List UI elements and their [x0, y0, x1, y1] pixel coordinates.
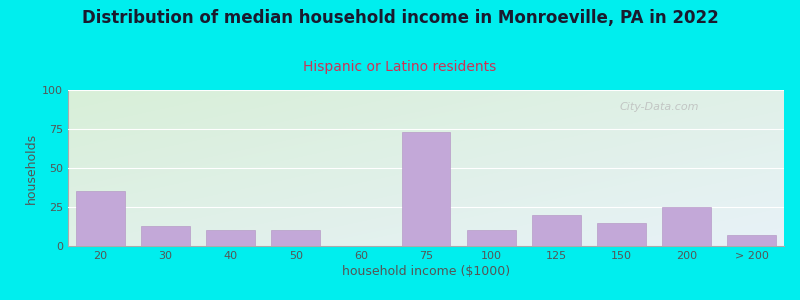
- Bar: [532, 215, 581, 246]
- Bar: [727, 235, 776, 246]
- Y-axis label: households: households: [25, 132, 38, 204]
- X-axis label: household income ($1000): household income ($1000): [342, 265, 510, 278]
- Text: Hispanic or Latino residents: Hispanic or Latino residents: [303, 60, 497, 74]
- Bar: [271, 230, 320, 246]
- Text: Distribution of median household income in Monroeville, PA in 2022: Distribution of median household income …: [82, 9, 718, 27]
- Text: City-Data.com: City-Data.com: [619, 103, 699, 112]
- Bar: [662, 207, 710, 246]
- Bar: [206, 230, 255, 246]
- Bar: [142, 226, 190, 246]
- Bar: [597, 223, 646, 246]
- Bar: [402, 132, 450, 246]
- Bar: [76, 191, 125, 246]
- Bar: [466, 230, 515, 246]
